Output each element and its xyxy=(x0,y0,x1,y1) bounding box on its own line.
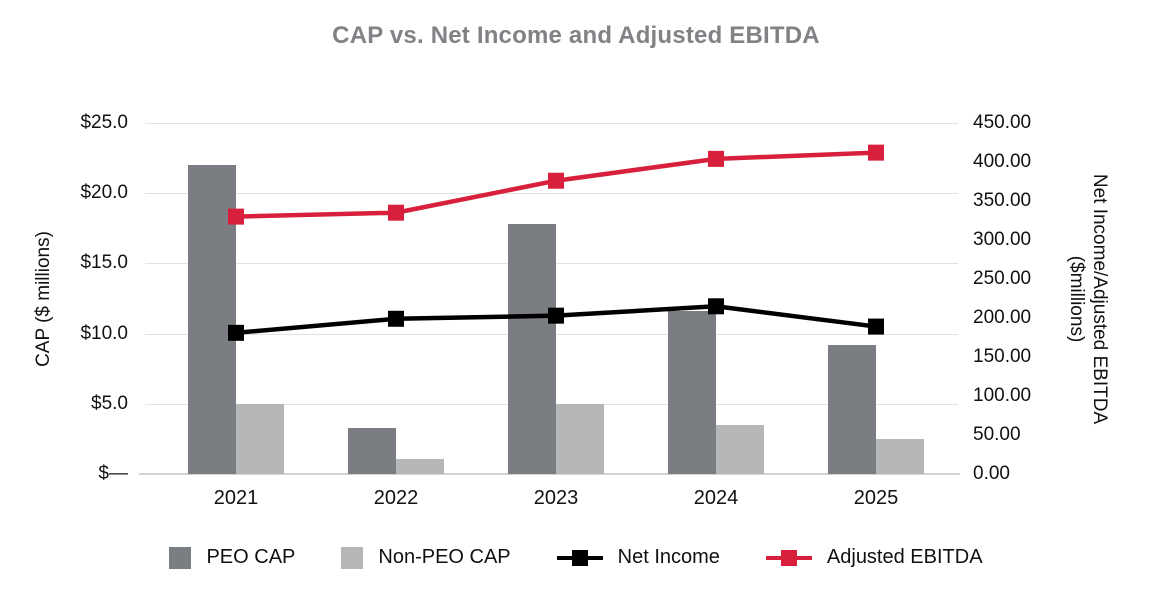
bar-peo-cap-2024 xyxy=(668,311,716,474)
left-axis-tick-label: $25.0 xyxy=(80,112,128,133)
peo-cap-swatch-icon xyxy=(169,546,192,569)
adjusted-ebitda-marker-2023 xyxy=(548,172,564,189)
line-series-layer xyxy=(228,144,884,341)
right-axis-tick-label: 300.00 xyxy=(973,229,1032,250)
net-income-swatch-icon xyxy=(556,549,603,567)
legend-item-net-income: Net Income xyxy=(556,546,720,569)
net-income-marker-2023 xyxy=(548,307,564,324)
adjusted-ebitda-marker-2025 xyxy=(868,144,884,161)
right-axis-tick-label: 400.00 xyxy=(973,151,1032,172)
gridline xyxy=(145,123,958,124)
net-income-marker-2024 xyxy=(708,298,724,315)
bar-non-peo-cap-2022 xyxy=(396,458,444,474)
left-axis-tick-label: $10.0 xyxy=(80,322,128,344)
bar-non-peo-cap-2023 xyxy=(556,403,604,474)
x-axis-tick-label: 2024 xyxy=(693,487,739,509)
left-axis-tick-label: $20.0 xyxy=(80,182,128,204)
non-peo-cap-swatch-icon xyxy=(341,546,364,569)
bar-non-peo-cap-2021 xyxy=(236,403,284,474)
legend-label: Non-PEO CAP xyxy=(378,546,511,568)
legend-item-peo-cap: PEO CAP xyxy=(169,546,295,569)
adjusted-ebitda-marker-2022 xyxy=(388,204,404,221)
legend-label: Adjusted EBITDA xyxy=(826,546,983,568)
left-axis-tick-label: $— xyxy=(98,463,128,484)
legend-item-non-peo-cap: Non-PEO CAP xyxy=(341,546,511,569)
x-axis-line xyxy=(139,473,960,475)
net-income-swatch-marker xyxy=(571,549,588,566)
legend-label: PEO CAP xyxy=(206,546,296,568)
right-axis-tick-label: 450.00 xyxy=(973,112,1032,133)
net-income-marker-2025 xyxy=(868,318,884,335)
legend: PEO CAP Non-PEO CAP Net Income Adjusted EBI… xyxy=(0,546,1152,569)
bar-peo-cap-2023 xyxy=(508,224,556,474)
right-axis-tick-label: 250.00 xyxy=(973,268,1032,289)
legend-item-adjusted-ebitda: Adjusted EBITDA xyxy=(765,546,983,569)
left-axis-tick-label: $5.0 xyxy=(91,392,128,414)
right-axis-tick-label: 50.00 xyxy=(973,424,1021,445)
adjusted-ebitda-swatch-marker xyxy=(780,549,797,566)
right-axis-title-line1: Net Income/Adjusted EBITDA xyxy=(1089,173,1110,424)
legend-label: Net Income xyxy=(617,546,720,568)
bar-peo-cap-2025 xyxy=(828,344,876,474)
right-axis-title: Net Income/Adjusted EBITDA ($millions) xyxy=(1060,123,1116,474)
x-axis-tick-label: 2023 xyxy=(533,487,579,509)
left-axis-title: CAP ($ millions) xyxy=(20,123,68,474)
right-axis-tick-label: 350.00 xyxy=(973,190,1032,211)
bar-non-peo-cap-2025 xyxy=(876,438,924,474)
plot-area xyxy=(139,123,960,475)
bar-non-peo-cap-2024 xyxy=(716,424,764,474)
right-axis-title-text: Net Income/Adjusted EBITDA ($millions) xyxy=(1065,173,1111,423)
right-axis-tick-label: 200.00 xyxy=(973,307,1032,328)
chart-title: CAP vs. Net Income and Adjusted EBITDA xyxy=(332,22,820,49)
x-axis-tick-label: 2021 xyxy=(213,487,259,509)
adjusted-ebitda-marker-2021 xyxy=(228,208,244,225)
right-axis-tick-label: 150.00 xyxy=(973,346,1032,367)
left-axis-tick-label: $15.0 xyxy=(80,252,128,274)
x-axis-tick-label: 2025 xyxy=(853,487,899,509)
gridline xyxy=(145,193,958,195)
bar-peo-cap-2022 xyxy=(348,427,396,474)
adjusted-ebitda-swatch-icon xyxy=(765,549,812,567)
right-axis-tick-label: 0.00 xyxy=(973,463,1010,484)
left-axis-title-text: CAP ($ millions) xyxy=(33,230,55,367)
net-income-marker-2022 xyxy=(388,310,404,327)
net-income-marker-2021 xyxy=(228,324,244,341)
x-axis-tick-label: 2022 xyxy=(373,487,419,509)
right-axis-tick-label: 100.00 xyxy=(973,385,1032,406)
adjusted-ebitda-marker-2024 xyxy=(708,150,724,167)
